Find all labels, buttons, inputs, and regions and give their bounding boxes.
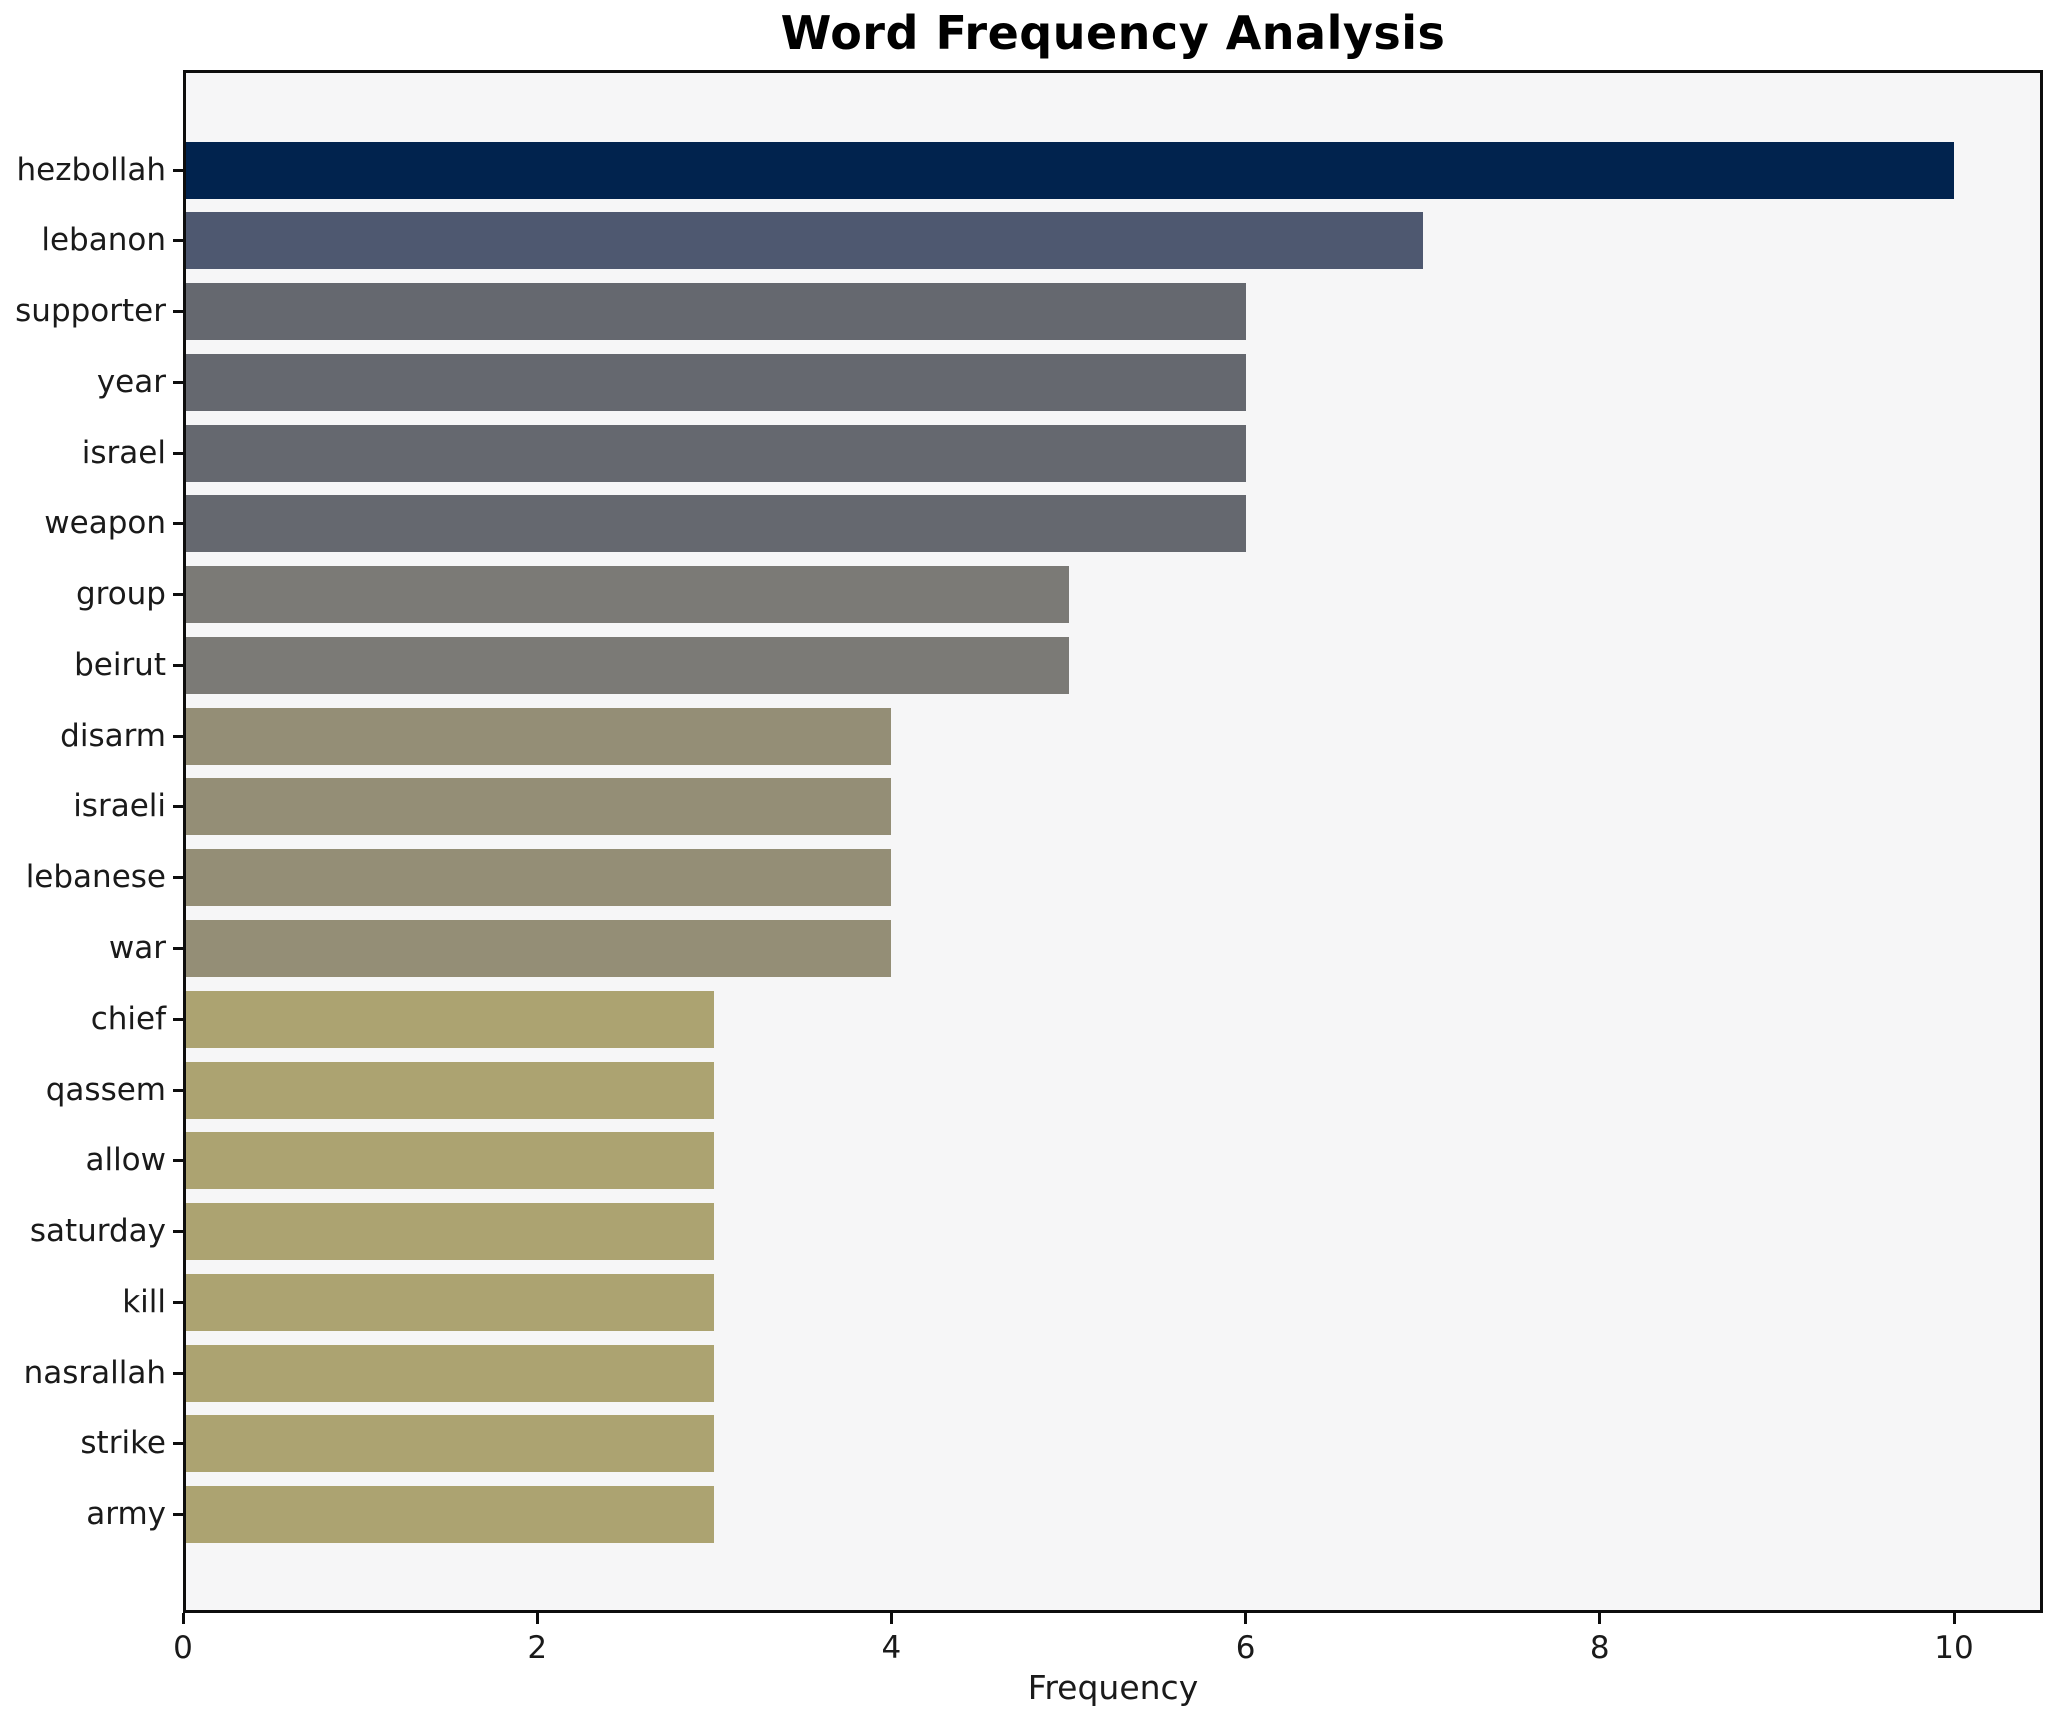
- y-tick-label: lebanese: [25, 859, 166, 896]
- y-tick-label: israel: [81, 434, 166, 471]
- y-tick: [173, 593, 183, 597]
- bar: [186, 778, 892, 836]
- bar: [186, 1132, 715, 1190]
- bar: [186, 636, 1069, 694]
- bar: [186, 1203, 715, 1260]
- y-tick: [173, 1088, 183, 1092]
- y-tick-label: group: [75, 576, 166, 613]
- y-tick-label: army: [86, 1496, 166, 1533]
- y-tick-label: beirut: [74, 646, 166, 683]
- y-tick: [173, 451, 183, 455]
- x-tick-label: 0: [173, 1630, 193, 1666]
- y-tick: [173, 876, 183, 880]
- x-axis-label: Frequency: [1027, 1668, 1199, 1707]
- y-tick-label: israeli: [73, 788, 166, 825]
- y-tick-label: nasrallah: [23, 1354, 166, 1391]
- x-tick-label: 6: [1235, 1630, 1256, 1666]
- bar: [186, 920, 892, 977]
- y-tick-label: weapon: [44, 505, 166, 542]
- y-tick-label: strike: [80, 1425, 166, 1462]
- bar: [186, 1486, 715, 1544]
- bar: [186, 990, 715, 1048]
- bar: [186, 1344, 715, 1402]
- y-tick-label: qassem: [45, 1071, 166, 1108]
- chart-title: Word Frequency Analysis: [780, 6, 1446, 60]
- y-tick-label: saturday: [29, 1213, 166, 1249]
- bar: [186, 283, 1246, 340]
- y-tick: [173, 522, 183, 526]
- y-tick-label: hezbollah: [16, 151, 166, 188]
- x-tick-label: 2: [527, 1630, 548, 1666]
- bar: [186, 212, 1423, 270]
- x-tick: [181, 1613, 185, 1624]
- x-tick-label: 8: [1589, 1630, 1610, 1666]
- x-tick-label: 10: [1934, 1630, 1974, 1666]
- x-tick: [889, 1613, 893, 1624]
- y-tick-label: chief: [90, 1000, 166, 1037]
- y-tick: [173, 1513, 183, 1517]
- y-tick-label: supporter: [15, 293, 166, 329]
- y-tick-label: year: [96, 363, 166, 400]
- y-tick: [173, 1159, 183, 1163]
- bar: [186, 141, 1954, 199]
- y-tick: [173, 734, 183, 738]
- y-tick: [173, 310, 183, 313]
- y-tick-label: allow: [85, 1142, 166, 1179]
- bar: [186, 495, 1246, 553]
- y-tick: [173, 380, 183, 384]
- x-tick: [1244, 1613, 1248, 1624]
- bar: [186, 1415, 715, 1473]
- y-tick: [173, 805, 183, 809]
- x-tick: [535, 1613, 539, 1624]
- y-tick: [173, 663, 183, 667]
- x-tick: [1598, 1613, 1602, 1624]
- y-tick-label: kill: [122, 1283, 166, 1320]
- bar: [186, 353, 1246, 411]
- x-tick: [1952, 1613, 1956, 1624]
- y-tick-label: disarm: [60, 717, 166, 754]
- bar: [186, 707, 892, 765]
- y-tick: [173, 1300, 183, 1304]
- bar: [186, 424, 1246, 482]
- y-tick: [173, 1442, 183, 1446]
- y-tick: [173, 1230, 183, 1233]
- y-tick: [173, 947, 183, 950]
- y-tick: [173, 168, 183, 172]
- y-tick: [173, 1017, 183, 1021]
- bar: [186, 849, 892, 907]
- y-tick: [173, 1371, 183, 1375]
- bar: [186, 1273, 715, 1331]
- bar: [186, 566, 1069, 624]
- y-tick-label: war: [108, 930, 166, 966]
- y-tick-label: lebanon: [41, 222, 166, 259]
- y-tick: [173, 239, 183, 243]
- x-tick-label: 4: [881, 1630, 902, 1666]
- bar: [186, 1061, 715, 1119]
